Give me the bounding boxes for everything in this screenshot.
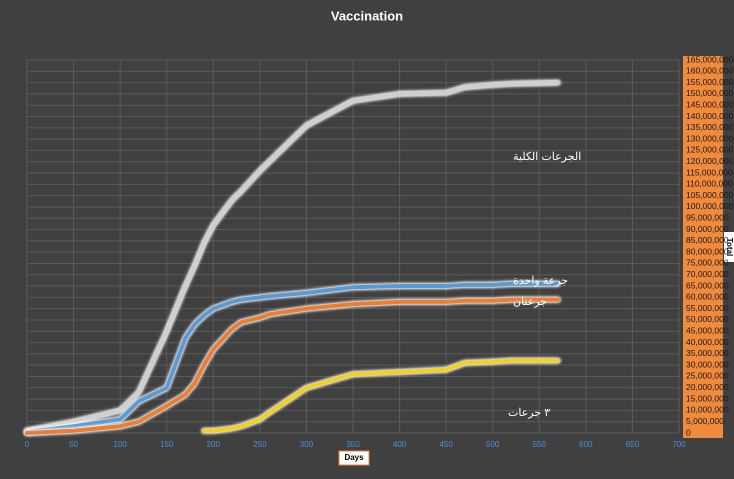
x-axis-title: Days bbox=[344, 453, 364, 462]
y-tick-label: 80,000,000 bbox=[686, 246, 729, 256]
y-tick-label: 110,000,000 bbox=[686, 179, 733, 189]
series-line bbox=[201, 358, 560, 433]
y-tick-label: 155,000,000 bbox=[686, 77, 734, 87]
y-tick-label: 0 bbox=[686, 427, 691, 437]
chart-title: Vaccination bbox=[331, 8, 403, 23]
y-tick-label: 25,000,000 bbox=[686, 371, 729, 381]
y-tick-label: 15,000,000 bbox=[686, 393, 729, 403]
series-label: ٣ جرعات bbox=[508, 407, 550, 419]
y-tick-label: 70,000,000 bbox=[686, 269, 729, 279]
x-tick-label: 550 bbox=[533, 440, 547, 449]
y-tick-label: 40,000,000 bbox=[686, 337, 729, 347]
x-tick-label: 700 bbox=[672, 440, 686, 449]
x-tick-label: 600 bbox=[579, 440, 593, 449]
x-tick-label: 250 bbox=[253, 440, 267, 449]
y-tick-label: 125,000,000 bbox=[686, 145, 734, 155]
x-tick-label: 400 bbox=[393, 440, 407, 449]
series-line bbox=[25, 281, 560, 434]
y-tick-label: 130,000,000 bbox=[686, 133, 734, 143]
y-tick-label: 90,000,000 bbox=[686, 224, 729, 234]
y-axis-band bbox=[683, 56, 723, 438]
x-tick-label: 300 bbox=[300, 440, 314, 449]
y-axis-title: Total bbox=[725, 238, 734, 257]
x-tick-label: 450 bbox=[439, 440, 453, 449]
x-tick-label: 200 bbox=[207, 440, 221, 449]
y-tick-label: 100,000,000 bbox=[686, 201, 734, 211]
y-tick-label: 45,000,000 bbox=[686, 326, 729, 336]
y-tick-label: 60,000,000 bbox=[686, 292, 729, 302]
x-tick-label: 650 bbox=[626, 440, 640, 449]
y-tick-label: 150,000,000 bbox=[686, 88, 734, 98]
y-tick-label: 85,000,000 bbox=[686, 235, 729, 245]
y-tick-label: 75,000,000 bbox=[686, 258, 729, 268]
y-tick-label: 35,000,000 bbox=[686, 348, 729, 358]
y-tick-label: 55,000,000 bbox=[686, 303, 729, 313]
y-tick-label: 135,000,000 bbox=[686, 122, 734, 132]
series-label: الجرعات الكلية bbox=[513, 151, 581, 163]
y-tick-label: 115,000,000 bbox=[686, 167, 733, 177]
series-line bbox=[25, 80, 560, 433]
x-tick-label: 100 bbox=[113, 440, 127, 449]
y-tick-label: 20,000,000 bbox=[686, 382, 729, 392]
y-tick-label: 145,000,000 bbox=[686, 99, 734, 109]
y-tick-label: 65,000,000 bbox=[686, 280, 729, 290]
series-line bbox=[25, 297, 560, 435]
x-tick-label: 500 bbox=[486, 440, 500, 449]
y-tick-label: 50,000,000 bbox=[686, 314, 729, 324]
series-label: جرعة واحدة bbox=[513, 275, 568, 287]
y-tick-label: 10,000,000 bbox=[686, 405, 729, 415]
y-tick-label: 165,000,000 bbox=[686, 54, 734, 64]
y-tick-label: 30,000,000 bbox=[686, 359, 729, 369]
x-tick-label: 350 bbox=[346, 440, 360, 449]
series-label: جرعتان bbox=[513, 296, 547, 308]
y-tick-label: 120,000,000 bbox=[686, 156, 734, 166]
y-tick-label: 105,000,000 bbox=[686, 190, 734, 200]
y-tick-label: 140,000,000 bbox=[686, 111, 734, 121]
x-tick-label: 0 bbox=[25, 440, 30, 449]
y-tick-label: 95,000,000 bbox=[686, 212, 729, 222]
y-title-box bbox=[724, 232, 734, 262]
x-tick-label: 150 bbox=[160, 440, 174, 449]
x-tick-label: 50 bbox=[69, 440, 78, 449]
y-tick-label: 5,000,000 bbox=[686, 416, 724, 426]
x-title-box bbox=[338, 450, 370, 466]
y-tick-label: 160,000,000 bbox=[686, 66, 734, 76]
